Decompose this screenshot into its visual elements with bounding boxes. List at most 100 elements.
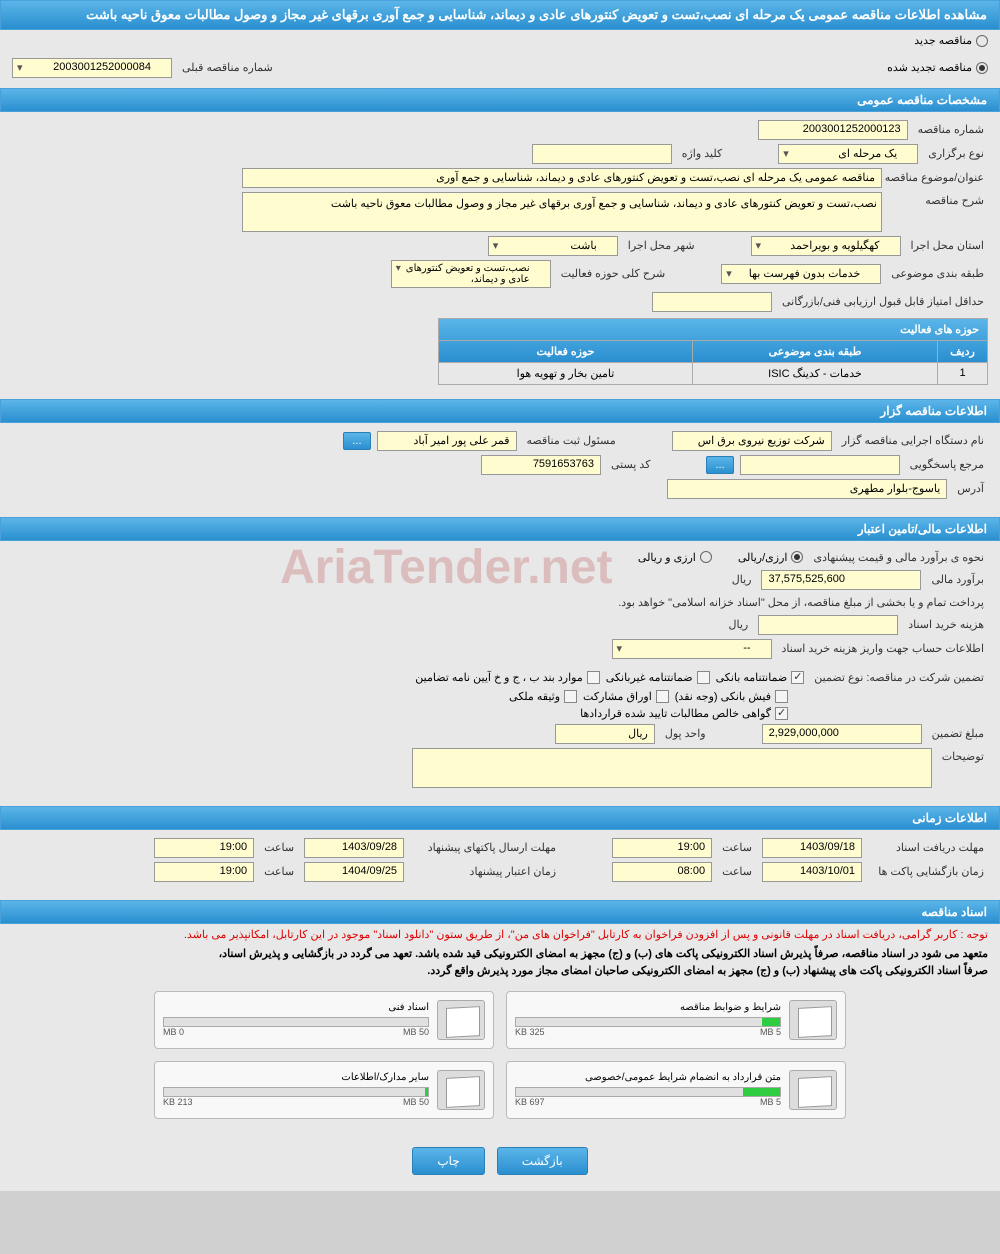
radio-arz-label: ارزی و ریالی bbox=[638, 551, 696, 564]
chk-property-label: وثیقه ملکی bbox=[509, 690, 560, 703]
radio-rial[interactable]: ارزی/ریالی bbox=[738, 551, 804, 564]
radio-new-label: مناقصه جدید bbox=[914, 34, 972, 47]
doc-max: 50 MB bbox=[403, 1097, 429, 1107]
cell-cat: خدمات - کدینگ ISIC bbox=[692, 362, 937, 384]
table-row: 1 خدمات - کدینگ ISIC تامین بخار و تهویه … bbox=[439, 362, 988, 384]
prev-number-select[interactable]: 2003001252000084 bbox=[12, 58, 172, 78]
type-label: نوع برگزاری bbox=[924, 145, 988, 162]
checkbox-icon bbox=[775, 690, 788, 703]
minscore-field[interactable] bbox=[652, 292, 772, 312]
province-select[interactable]: کهگیلویه و بویراحمد bbox=[751, 236, 901, 256]
send-date: 1403/09/28 bbox=[304, 838, 404, 858]
doc-card[interactable]: سایر مدارک/اطلاعات 50 MB213 KB bbox=[154, 1061, 494, 1119]
chk-bank[interactable]: ضمانتنامه بانکی bbox=[716, 671, 805, 684]
keyword-label: کلید واژه bbox=[678, 145, 726, 162]
type-select[interactable]: یک مرحله ای bbox=[778, 144, 918, 164]
doc-card[interactable]: شرایط و ضوابط مناقصه 5 MB325 KB bbox=[506, 991, 846, 1049]
section-holder: اطلاعات مناقصه گزار bbox=[0, 399, 1000, 423]
doc-max: 5 MB bbox=[760, 1027, 781, 1037]
address-label: آدرس bbox=[953, 480, 988, 497]
unit-label: واحد پول bbox=[661, 725, 710, 742]
open-date: 1403/10/01 bbox=[762, 862, 862, 882]
doc-title: شرایط و ضوابط مناقصه bbox=[515, 1002, 781, 1013]
ref-more-button[interactable]: ... bbox=[706, 456, 733, 474]
doc-progress bbox=[515, 1017, 781, 1027]
chk-oragh[interactable]: اوراق مشارکت bbox=[583, 690, 669, 703]
registrar-label: مسئول ثبت مناقصه bbox=[523, 432, 620, 449]
doc-progress bbox=[163, 1087, 429, 1097]
account-select[interactable]: -- bbox=[612, 639, 772, 659]
currency-label: ریال bbox=[728, 571, 756, 588]
doc-max: 50 MB bbox=[403, 1027, 429, 1037]
receive-label: مهلت دریافت اسناد bbox=[868, 839, 988, 856]
keyword-field[interactable] bbox=[532, 144, 672, 164]
chk-nonbank[interactable]: ضمانتنامه غیربانکی bbox=[606, 671, 710, 684]
print-button[interactable]: چاپ bbox=[412, 1147, 484, 1175]
chk-fish[interactable]: فیش بانکی (وجه نقد) bbox=[675, 690, 788, 703]
currency2: ریال bbox=[724, 616, 752, 633]
valid-label: زمان اعتبار پیشنهاد bbox=[410, 863, 560, 880]
guarantee-label: تضمین شرکت در مناقصه: نوع تضمین bbox=[810, 669, 988, 686]
time-lbl2: ساعت bbox=[260, 839, 298, 856]
cell-act: تامین بخار و تهویه هوا bbox=[439, 362, 693, 384]
chk-items-label: موارد بند ب ، ج و خ آیین نامه تضامین bbox=[415, 671, 582, 684]
doc-size: 213 KB bbox=[163, 1097, 193, 1107]
postal-field: 7591653763 bbox=[481, 455, 601, 475]
radio-renewed-tender[interactable]: مناقصه تجدید شده bbox=[887, 61, 988, 74]
province-label: استان محل اجرا bbox=[907, 237, 988, 254]
folder-icon bbox=[789, 1070, 837, 1110]
doc-size: 697 KB bbox=[515, 1097, 545, 1107]
ref-label: مرجع پاسخگویی bbox=[906, 456, 988, 473]
doc-title: اسناد فنی bbox=[163, 1002, 429, 1013]
activity-select[interactable]: نصب،تست و تعویض کنتورهای عادی و دیماند، bbox=[391, 260, 551, 288]
chk-property[interactable]: وثیقه ملکی bbox=[509, 690, 577, 703]
desc-field: نصب،تست و تعویض کنتورهای عادی و دیماند، … bbox=[242, 192, 882, 232]
doc-progress bbox=[163, 1017, 429, 1027]
city-label: شهر محل اجرا bbox=[624, 237, 699, 254]
checkbox-icon bbox=[697, 671, 710, 684]
checkbox-icon bbox=[791, 671, 804, 684]
more-button[interactable]: ... bbox=[343, 432, 370, 450]
title-field: مناقصه عمومی یک مرحله ای نصب،تست و تعویض… bbox=[242, 168, 882, 188]
category-select[interactable]: خدمات بدون فهرست بها bbox=[721, 264, 881, 284]
time-lbl4: ساعت bbox=[260, 863, 298, 880]
docs-note2: صرفاً اسناد الکترونیکی پاکت های پیشنهاد … bbox=[0, 962, 1000, 979]
doc-card[interactable]: اسناد فنی 50 MB0 MB bbox=[154, 991, 494, 1049]
col-category: طبقه بندی موضوعی bbox=[692, 340, 937, 362]
postal-label: کد پستی bbox=[607, 456, 654, 473]
org-field: شرکت توزیع نیروی برق اس bbox=[672, 431, 832, 451]
chk-items[interactable]: موارد بند ب ، ج و خ آیین نامه تضامین bbox=[415, 671, 599, 684]
est-label: برآورد مالی bbox=[927, 571, 988, 588]
city-select[interactable]: باشت bbox=[488, 236, 618, 256]
open-label: زمان بازگشایی پاکت ها bbox=[868, 863, 988, 880]
doc-title: متن قرارداد به انضمام شرایط عمومی/خصوصی bbox=[515, 1072, 781, 1083]
chk-nonbank-label: ضمانتنامه غیربانکی bbox=[606, 671, 693, 684]
back-button[interactable]: بازگشت bbox=[497, 1147, 588, 1175]
checkbox-icon bbox=[587, 671, 600, 684]
radio-arz[interactable]: ارزی و ریالی bbox=[638, 551, 712, 564]
ref-field[interactable] bbox=[740, 455, 900, 475]
notes-field[interactable] bbox=[412, 748, 932, 788]
table-title: حوزه های فعالیت bbox=[439, 318, 988, 340]
title-label: عنوان/موضوع مناقصه bbox=[888, 169, 988, 186]
section-general: مشخصات مناقصه عمومی bbox=[0, 88, 1000, 112]
activity-table: حوزه های فعالیت ردیف طبقه بندی موضوعی حو… bbox=[438, 318, 988, 385]
receive-time: 19:00 bbox=[612, 838, 712, 858]
valid-date: 1404/09/25 bbox=[304, 862, 404, 882]
activity-label: شرح کلی حوزه فعالیت bbox=[557, 265, 670, 282]
chk-fish-label: فیش بانکی (وجه نقد) bbox=[675, 690, 771, 703]
folder-icon bbox=[437, 1070, 485, 1110]
desc-label: شرح مناقصه bbox=[888, 192, 988, 209]
radio-rial-label: ارزی/ریالی bbox=[738, 551, 788, 564]
chk-cert[interactable]: گواهی خالص مطالبات تایید شده قراردادها bbox=[580, 707, 788, 720]
checkbox-icon bbox=[564, 690, 577, 703]
section-financial: اطلاعات مالی/تامین اعتبار bbox=[0, 517, 1000, 541]
radio-icon bbox=[700, 551, 712, 563]
docs-note1: متعهد می شود در اسناد مناقصه، صرفاً پذیر… bbox=[0, 945, 1000, 962]
radio-icon bbox=[791, 551, 803, 563]
doccost-field[interactable] bbox=[758, 615, 898, 635]
number-label: شماره مناقصه bbox=[914, 121, 988, 138]
org-label: نام دستگاه اجرایی مناقصه گزار bbox=[838, 432, 988, 449]
radio-new-tender[interactable]: مناقصه جدید bbox=[914, 34, 988, 47]
doc-card[interactable]: متن قرارداد به انضمام شرایط عمومی/خصوصی … bbox=[506, 1061, 846, 1119]
